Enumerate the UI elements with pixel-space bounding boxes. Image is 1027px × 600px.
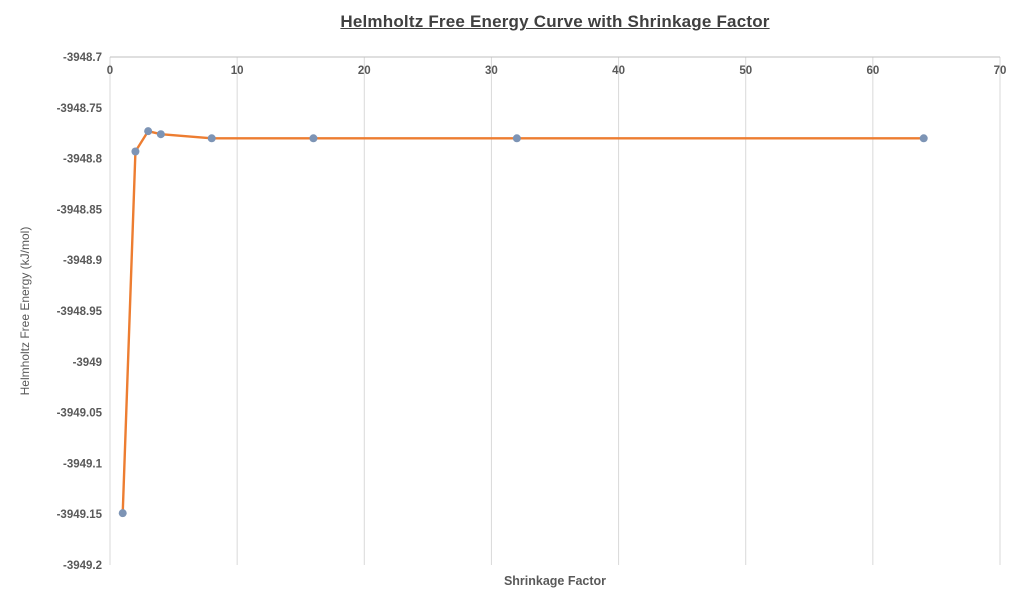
series-line xyxy=(121,129,925,515)
y-tick-label: -3949.2 xyxy=(63,560,102,572)
y-tick-label: -3948.8 xyxy=(63,154,103,166)
y-tick-label: -3948.7 xyxy=(63,52,102,64)
chart-title: Helmholtz Free Energy Curve with Shrinka… xyxy=(340,12,770,31)
x-tick-label: 0 xyxy=(107,65,113,77)
data-point[interactable] xyxy=(144,127,153,136)
y-tick-label: -3949 xyxy=(73,357,102,369)
x-tick-label: 30 xyxy=(485,65,498,77)
y-tick-label: -3948.95 xyxy=(57,306,103,318)
x-tick-label: 10 xyxy=(231,65,244,77)
data-point[interactable] xyxy=(156,130,165,139)
y-tick-label: -3949.15 xyxy=(57,509,103,521)
x-axis-title: Shrinkage Factor xyxy=(503,574,607,588)
y-tick-label: -3948.75 xyxy=(57,103,103,115)
data-point[interactable] xyxy=(207,134,216,143)
x-tick-label: 60 xyxy=(866,65,879,77)
x-tick-label: 40 xyxy=(612,65,625,77)
x-tick-label: 70 xyxy=(994,65,1007,77)
y-tick-label: -3949.05 xyxy=(57,408,103,420)
data-point[interactable] xyxy=(512,134,521,143)
y-tick-label: -3948.9 xyxy=(63,255,102,267)
y-tick-label: -3948.85 xyxy=(57,204,103,216)
y-tick-label: -3949.1 xyxy=(63,458,103,470)
x-tick-label: 20 xyxy=(358,65,371,77)
data-point[interactable] xyxy=(131,147,140,156)
data-point[interactable] xyxy=(919,134,928,143)
x-tick-label: 50 xyxy=(739,65,752,77)
data-point[interactable] xyxy=(309,134,318,143)
data-point[interactable] xyxy=(118,509,127,518)
